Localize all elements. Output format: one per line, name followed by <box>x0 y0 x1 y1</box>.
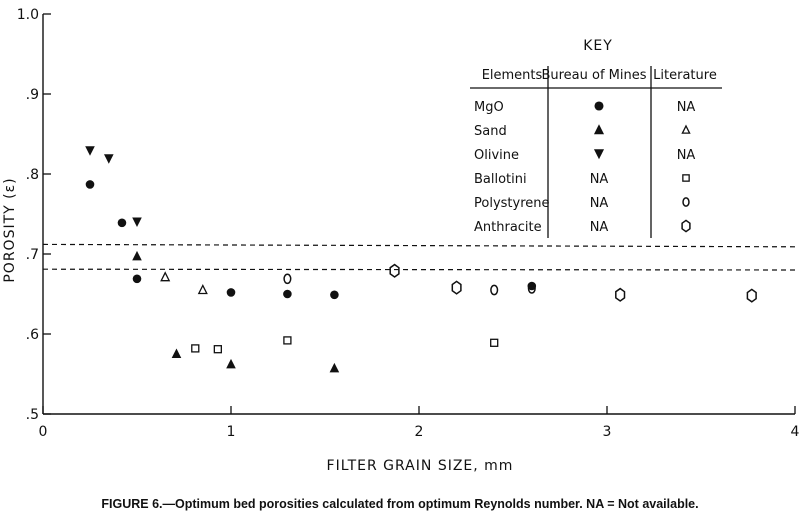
key-element-label: Sand <box>474 124 507 139</box>
series-sand-bureau <box>132 250 340 373</box>
data-point <box>132 217 142 227</box>
data-point <box>226 358 236 369</box>
key-bureau-value: NA <box>590 172 609 187</box>
data-point <box>283 289 292 299</box>
series-mgo-bureau <box>85 180 537 300</box>
key-title: KEY <box>583 38 613 54</box>
data-point <box>85 146 95 156</box>
key-literature-value: NA <box>677 148 696 163</box>
key-row: Ballotini NA <box>474 172 690 187</box>
data-point <box>283 273 292 285</box>
reference-lines <box>42 243 796 271</box>
data-point <box>132 274 142 284</box>
key-row: Anthracite NA <box>474 219 691 235</box>
dashed-reference-line <box>42 268 796 271</box>
series-olivine-bureau <box>85 146 142 227</box>
key-row: Polystyrene NA <box>474 196 690 211</box>
key-literature-value: NA <box>677 100 696 115</box>
data-point <box>746 288 757 303</box>
data-point <box>615 287 626 302</box>
key-row: Olivine NA <box>474 148 695 163</box>
key-bureau-marker <box>594 101 604 111</box>
data-point <box>117 218 127 228</box>
data-points <box>85 146 757 373</box>
key-literature-marker <box>682 174 690 182</box>
data-point <box>490 284 499 296</box>
x-tick-label: 4 <box>791 424 800 440</box>
x-tick-label: 1 <box>227 424 236 440</box>
key-element-label: Anthracite <box>474 220 542 235</box>
data-point <box>226 288 236 297</box>
key-element-label: Ballotini <box>474 172 527 187</box>
data-point <box>132 250 142 261</box>
key-bureau-value: NA <box>590 220 609 235</box>
key-literature-marker <box>681 219 691 233</box>
data-point <box>197 284 208 295</box>
data-point <box>213 345 222 354</box>
data-point <box>104 154 114 164</box>
series-anthracite-literature <box>389 263 757 303</box>
data-point <box>283 336 292 345</box>
key-header-literature: Literature <box>653 68 717 83</box>
key-element-label: Polystyrene <box>474 196 550 211</box>
data-point <box>527 283 536 294</box>
key-header-bureau: Bureau of Mines <box>541 68 646 83</box>
x-tick-label: 3 <box>603 424 612 440</box>
series-sand-literature <box>160 271 208 295</box>
dashed-reference-line <box>42 243 796 248</box>
key-row: MgO NA <box>474 100 695 115</box>
y-tick-label: .5 <box>26 407 39 423</box>
series-ballotini-literature <box>191 336 499 354</box>
key-element-label: Olivine <box>474 148 519 163</box>
axis-ticks: 0 1 2 3 4 .5 .6 .7 .8 .9 1.0 <box>17 7 800 440</box>
key-table: KEY Elements Bureau of Mines Literature MgO N… <box>470 38 722 238</box>
key-element-label: MgO <box>474 100 504 115</box>
data-point <box>160 271 171 282</box>
key-literature-marker <box>681 124 691 134</box>
data-point <box>171 348 182 358</box>
key-bureau-marker <box>593 149 605 160</box>
key-bureau-value: NA <box>590 196 609 211</box>
y-tick-label: 1.0 <box>17 7 39 23</box>
x-tick-label: 0 <box>39 424 48 440</box>
y-tick-label: .9 <box>26 87 39 103</box>
x-axis-title: FILTER GRAIN SIZE, mm <box>327 458 514 474</box>
key-literature-marker <box>682 197 690 207</box>
series-polystyrene-literature <box>283 273 536 296</box>
data-point <box>85 180 95 189</box>
x-tick-label: 2 <box>415 424 424 440</box>
y-tick-label: .8 <box>26 167 39 183</box>
data-point <box>451 280 462 295</box>
key-row: Sand <box>474 124 691 139</box>
figure-caption: FIGURE 6.—Optimum bed porosities calcula… <box>101 497 699 511</box>
y-tick-label: .7 <box>26 247 39 263</box>
y-tick-label: .6 <box>26 327 39 343</box>
data-point <box>490 338 499 347</box>
key-header-elements: Elements <box>482 68 543 83</box>
porosity-chart: 0 1 2 3 4 .5 .6 .7 .8 .9 1.0 KEY Elements Bureau of … <box>2 7 800 474</box>
y-axis-title: POROSITY (ε) <box>2 177 18 282</box>
data-point <box>329 362 340 373</box>
key-bureau-marker <box>593 124 605 135</box>
data-point <box>191 344 200 353</box>
data-point <box>389 263 400 278</box>
data-point <box>330 290 339 300</box>
